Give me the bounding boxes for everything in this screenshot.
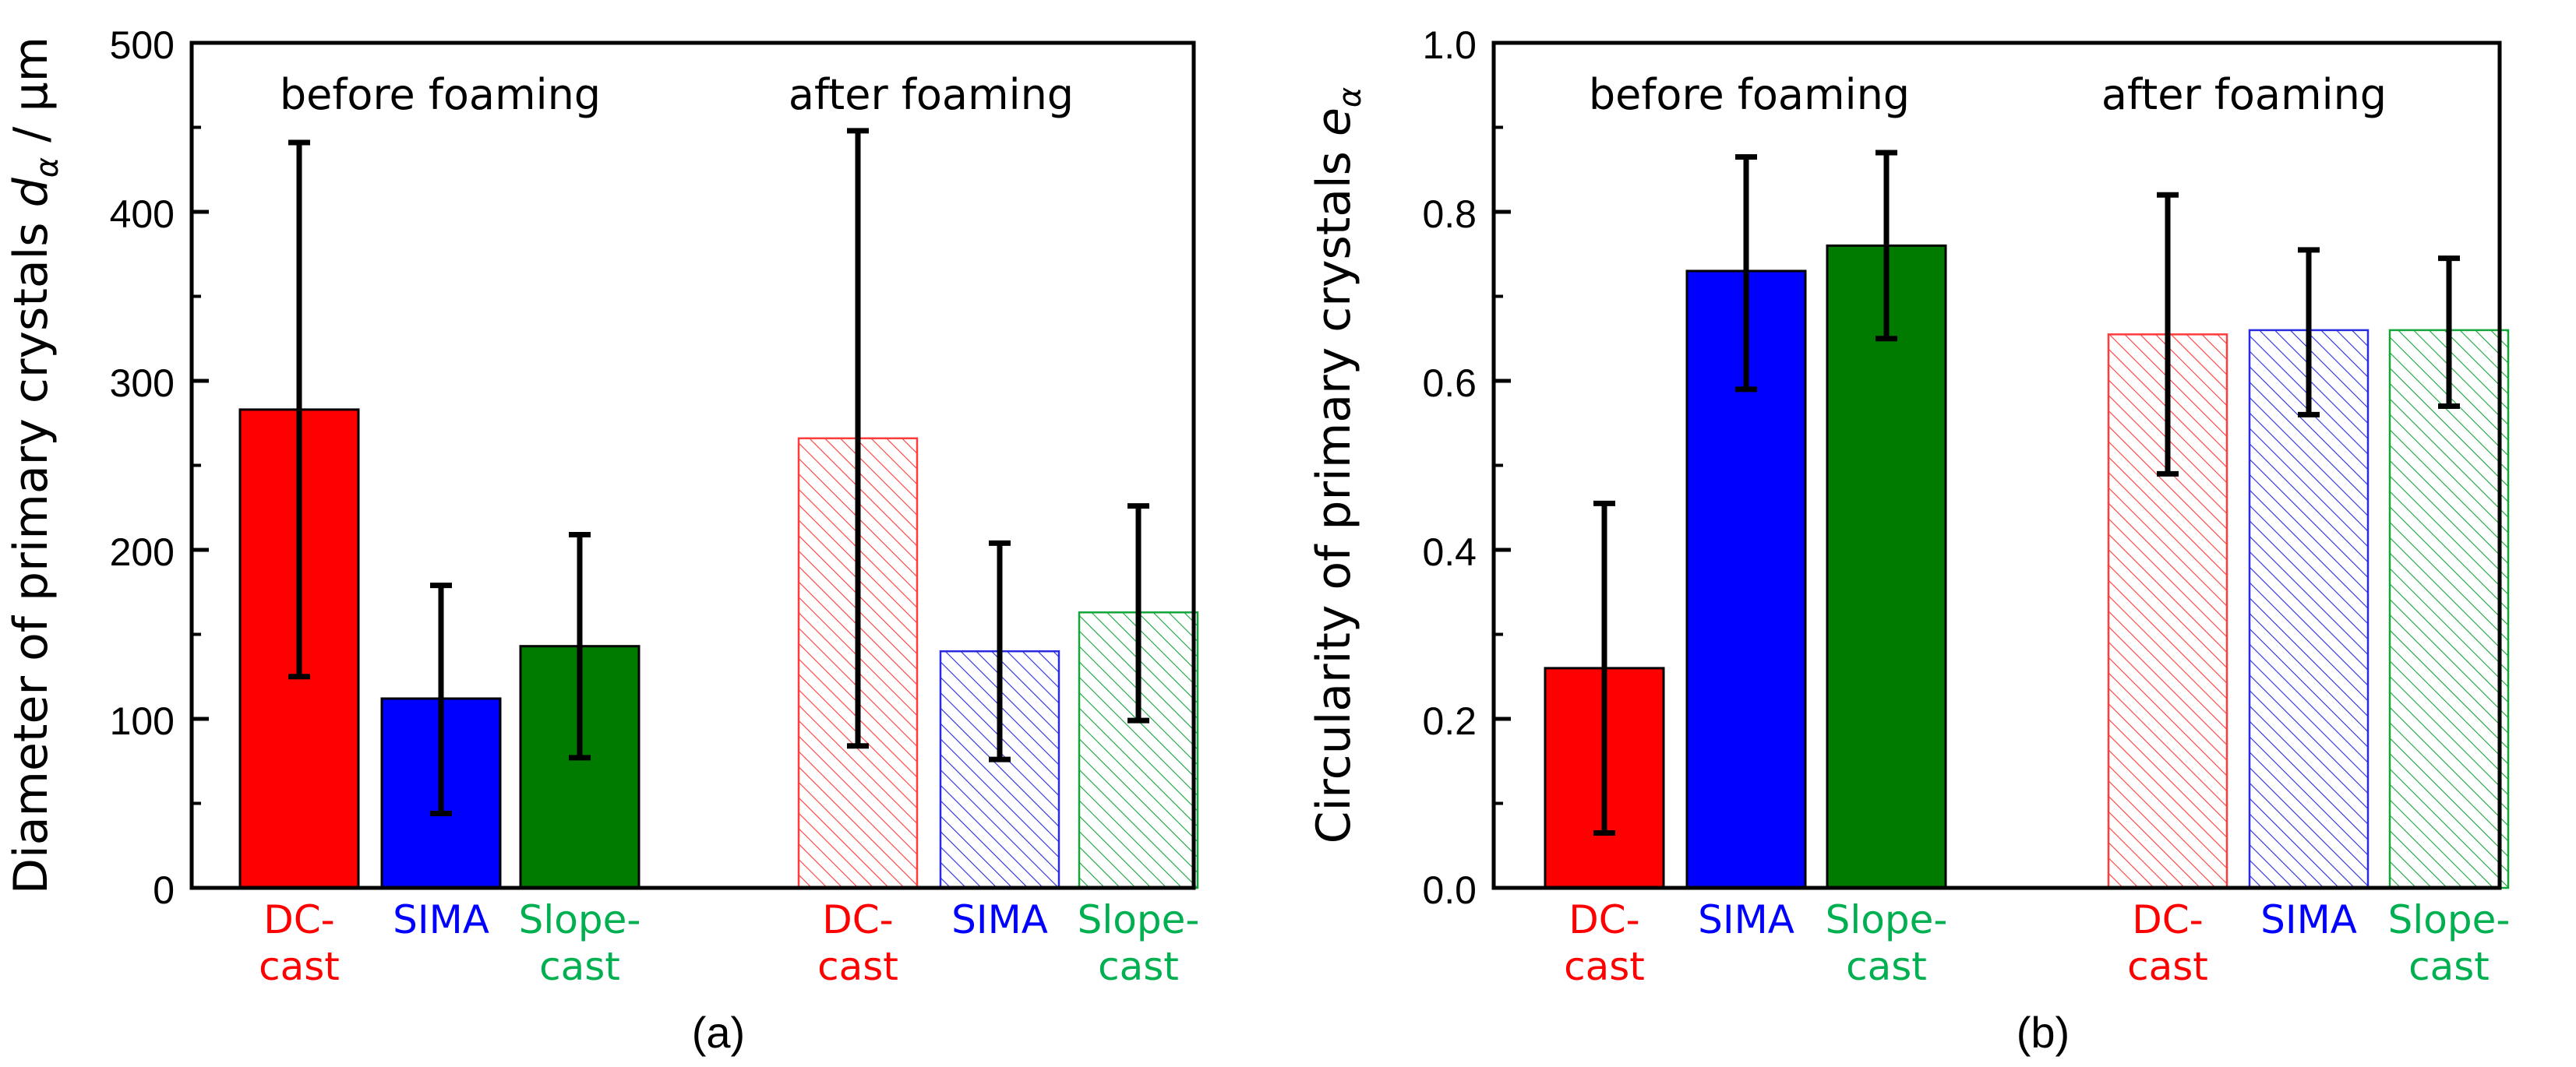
x-category-label-before-slopecast: Slope-cast bbox=[1826, 897, 1948, 989]
x-category-label-after-slopecast: Slope-cast bbox=[2388, 897, 2511, 989]
x-category-label-before-sima: SIMA bbox=[393, 897, 489, 942]
x-category-label-before-dccast: DC-cast bbox=[1564, 897, 1645, 989]
y-tick-label: 500 bbox=[110, 23, 175, 67]
y-tick-label: 1.0 bbox=[1422, 23, 1477, 67]
y-tick-label: 0.0 bbox=[1422, 868, 1477, 912]
x-category-label-after-dccast: DC-cast bbox=[817, 897, 898, 989]
chart-panel-a: 0 100 200 300 400 500 DC-cast SIMA Slope-cast DC… bbox=[4, 23, 1199, 1057]
y-tick-label: 0.4 bbox=[1422, 530, 1477, 574]
y-tick-label: 0 bbox=[153, 868, 175, 912]
group-title-before-a: before foaming bbox=[280, 70, 601, 119]
panel-label-a: (a) bbox=[692, 1008, 745, 1057]
x-category-label-before-sima: SIMA bbox=[1698, 897, 1794, 942]
x-category-label-after-sima: SIMA bbox=[951, 897, 1048, 942]
y-tick-label: 0.8 bbox=[1422, 192, 1477, 236]
group-title-before-b: before foaming bbox=[1589, 70, 1910, 119]
x-category-label-after-sima: SIMA bbox=[2260, 897, 2357, 942]
bar-after-slopecast-b bbox=[2388, 329, 2510, 889]
y-tick-label: 300 bbox=[110, 361, 175, 405]
y-axis-label-a: Diameter of primary crystals dα / μm bbox=[4, 37, 65, 894]
y-tick-label: 200 bbox=[110, 530, 175, 574]
x-category-label-after-slopecast: Slope-cast bbox=[1078, 897, 1200, 989]
panel-label-b: (b) bbox=[2017, 1008, 2070, 1057]
x-category-label-before-dccast: DC-cast bbox=[259, 897, 340, 989]
y-tick-label: 100 bbox=[110, 699, 175, 743]
bar-before-slopecast-b bbox=[1826, 244, 1947, 889]
y-tick-label: 400 bbox=[110, 192, 175, 236]
y-tick-label: 0.6 bbox=[1422, 361, 1477, 405]
chart-panel-b: 0.0 0.2 0.4 0.6 0.8 1.0 DC-cast SIMA Slope-cast… bbox=[1307, 23, 2510, 1057]
bar-after-sima-b bbox=[2248, 329, 2370, 889]
group-title-after-b: after foaming bbox=[2101, 70, 2387, 119]
y-tick-label: 0.2 bbox=[1422, 699, 1477, 743]
y-axis-label-b: Circularity of primary crystals eα bbox=[1307, 87, 1368, 844]
x-category-label-before-slopecast: Slope-cast bbox=[519, 897, 641, 989]
group-title-after-a: after foaming bbox=[789, 70, 1074, 119]
x-category-label-after-dccast: DC-cast bbox=[2127, 897, 2208, 989]
